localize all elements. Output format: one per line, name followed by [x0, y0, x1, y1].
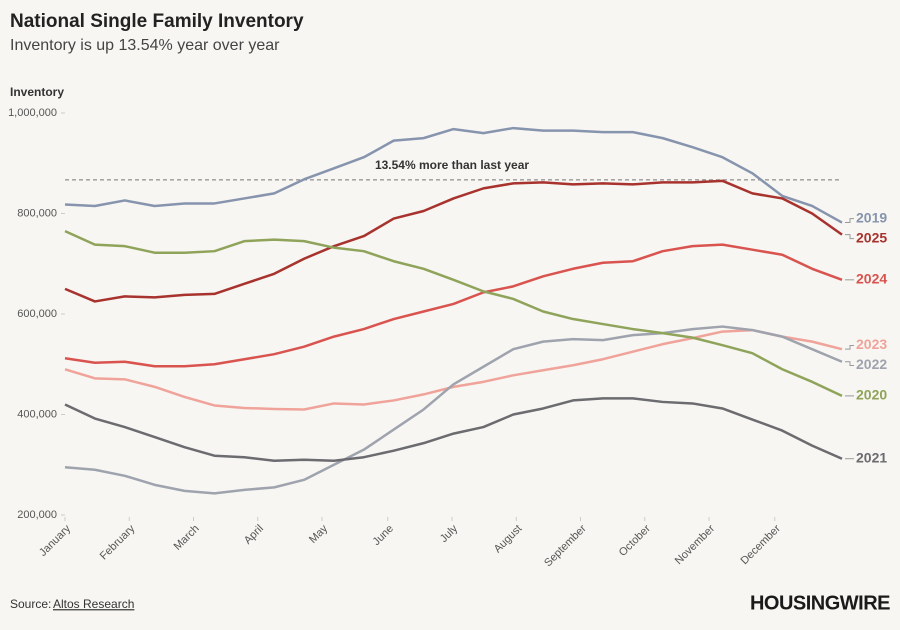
logo: HOUSINGWIRE: [750, 592, 890, 614]
label-connector: [845, 344, 854, 350]
series-line: [64, 179, 843, 303]
y-tick-label: 1,000,000: [8, 107, 57, 119]
series-line: [64, 325, 843, 495]
annotation: 13.54% more than last year: [375, 158, 529, 172]
source-label: Source:: [10, 597, 51, 611]
label-connector: [845, 361, 854, 366]
legend-label: 2025: [856, 229, 887, 245]
label-connector: [845, 234, 854, 240]
series-line: [64, 328, 843, 411]
chart-title: National Single Family Inventory: [10, 11, 304, 32]
series-line: [64, 397, 843, 462]
y-tick-label: 400,000: [17, 408, 57, 420]
label-connector: [845, 218, 854, 224]
y-tick-label: 800,000: [17, 207, 57, 219]
legend-label: 2019: [856, 209, 887, 225]
legend-label: 2021: [856, 449, 887, 465]
legend-label: 2022: [856, 356, 887, 372]
legend-label: 2020: [856, 387, 887, 403]
legend-label: 2023: [856, 336, 887, 352]
series-line: [64, 243, 843, 368]
series-line: [64, 229, 843, 398]
y-axis-label: Inventory: [10, 85, 64, 99]
legend-label: 2024: [856, 271, 887, 287]
source-link[interactable]: Altos Research: [53, 597, 134, 611]
series-line: [64, 126, 843, 224]
y-tick-label: 600,000: [17, 308, 57, 320]
y-tick-label: 200,000: [17, 509, 57, 521]
chart-subtitle: Inventory is up 13.54% year over year: [10, 37, 280, 54]
